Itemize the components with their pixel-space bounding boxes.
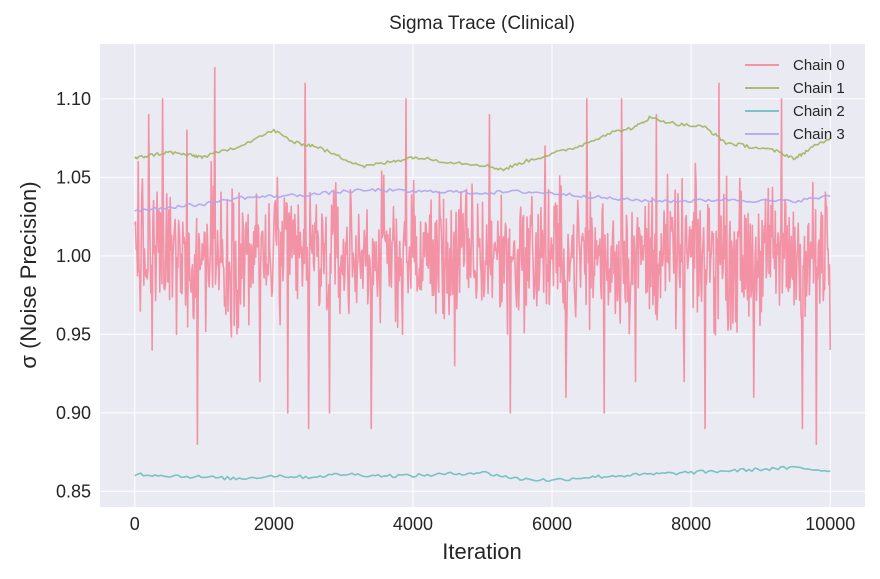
x-tick-labels: 0 2000 4000 6000 8000 10000 — [130, 514, 855, 534]
y-tick-label: 0.95 — [56, 324, 91, 344]
series-line-chain-3 — [134, 187, 831, 213]
x-tick-label: 0 — [130, 514, 140, 534]
legend-entry: Chain 2 — [793, 103, 845, 120]
y-tick-labels: 0.85 0.90 0.95 1.00 1.05 1.10 — [56, 89, 91, 501]
series-lines — [133, 66, 832, 482]
x-axis-label: Iteration — [442, 539, 522, 564]
x-tick-label: 10000 — [805, 514, 855, 534]
y-tick-label: 0.90 — [56, 403, 91, 423]
y-tick-label: 1.10 — [56, 89, 91, 109]
legend: Chain 0 Chain 1 Chain 2 Chain 3 — [745, 57, 845, 143]
series-line-chain-2 — [134, 465, 831, 482]
y-tick-label: 1.05 — [56, 167, 91, 187]
legend-entry: Chain 0 — [793, 57, 845, 74]
legend-entry: Chain 3 — [793, 126, 845, 143]
x-tick-label: 4000 — [393, 514, 433, 534]
series-line-chain-0 — [133, 66, 832, 446]
y-tick-label: 0.85 — [56, 481, 91, 501]
x-tick-label: 2000 — [254, 514, 294, 534]
chart-title: Sigma Trace (Clinical) — [389, 13, 575, 34]
x-tick-label: 6000 — [532, 514, 572, 534]
y-tick-label: 1.00 — [56, 246, 91, 266]
x-tick-label: 8000 — [671, 514, 711, 534]
series-line-chain-1 — [134, 115, 831, 172]
legend-entry: Chain 1 — [793, 80, 845, 97]
y-axis-label: σ (Noise Precision) — [16, 181, 41, 368]
